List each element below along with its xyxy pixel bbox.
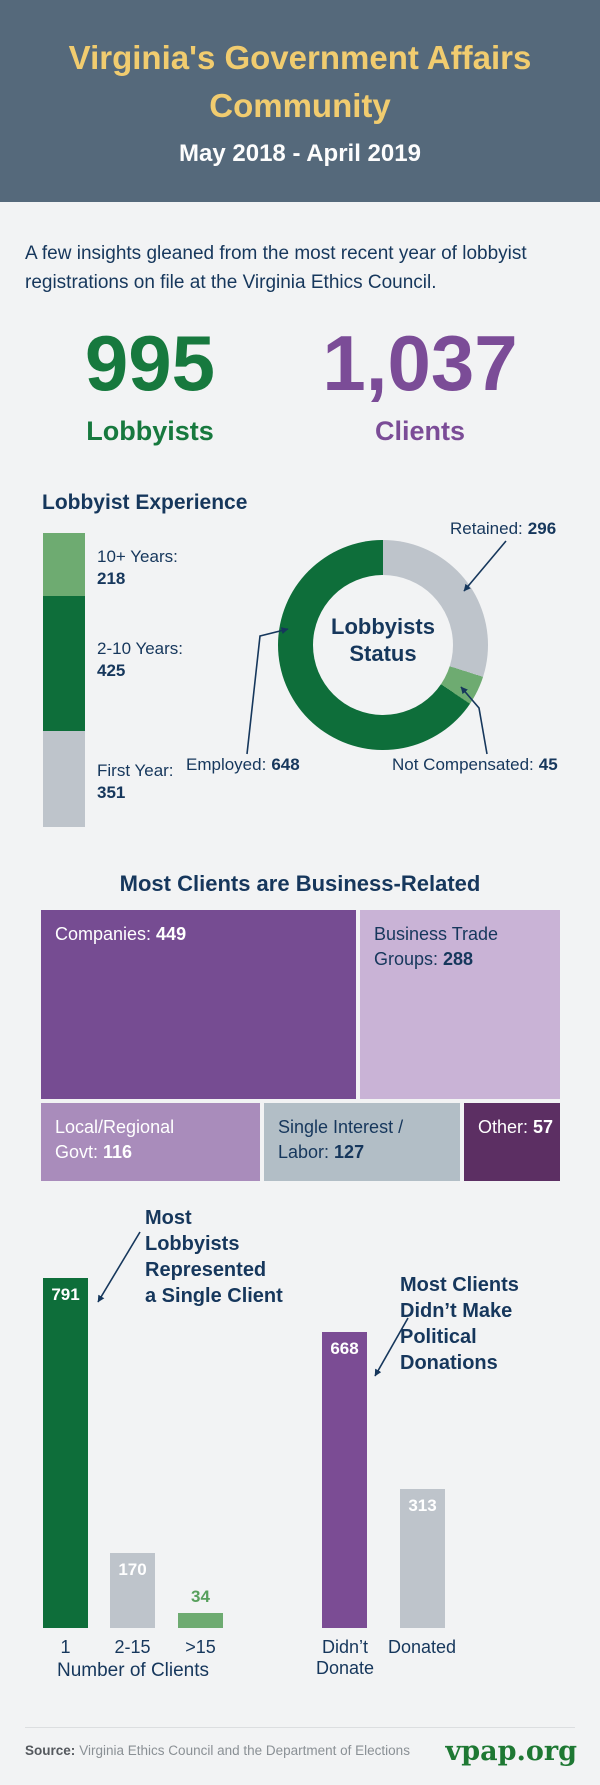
annotation-single-client-line3: Represented: [145, 1259, 267, 1281]
callout-employed-text: Employed:: [186, 755, 267, 774]
experience-bar-segment-2to10: [43, 596, 85, 731]
treemap-heading: Most Clients are Business-Related: [119, 871, 481, 896]
callout-not-compensated-text: Not Compensated:: [392, 755, 534, 774]
arrow-retained: [463, 540, 507, 592]
source-note: Source: Virginia Ethics Council and the D…: [25, 1743, 465, 1758]
annotation-donations-line4: Donations: [400, 1352, 498, 1374]
treemap-local-govt-value: 116: [103, 1142, 133, 1162]
stat-lobbyists-label: Lobbyists: [86, 416, 214, 446]
bar-clients-2to15: 170: [110, 1553, 155, 1628]
bar-didnt-donate: 668: [322, 1332, 367, 1628]
page-title-line2: Community: [209, 87, 391, 124]
experience-heading: Lobbyist Experience: [42, 491, 248, 514]
footer-divider: [25, 1727, 575, 1728]
experience-label-10plus-text: 10+ Years:: [97, 547, 178, 566]
stat-clients: 1,037 Clients: [300, 324, 540, 447]
donut-center-line1: Lobbyists: [331, 614, 435, 639]
vpap-logo[interactable]: vpap.org: [445, 1736, 577, 1767]
header-banner: Virginia's Government Affairs Community …: [0, 0, 600, 202]
annotation-single-client-line4: a Single Client: [145, 1285, 283, 1307]
treemap-companies-label: Companies:: [55, 924, 152, 944]
bar-clients-2to15-value: 170: [118, 1560, 147, 1579]
intro-paragraph: A few insights gleaned from the most rec…: [25, 243, 527, 293]
treemap-trade-groups-label: Business Trade Groups:: [374, 924, 499, 969]
experience-label-firstyear-value: 351: [97, 783, 126, 802]
callout-not-compensated: Not Compensated: 45: [392, 755, 558, 775]
axis-label-2to15: 2-15: [114, 1637, 151, 1657]
treemap-single-interest-label: Single Interest / Labor:: [278, 1117, 404, 1162]
annotation-single-client-line2: Lobbyists: [145, 1233, 240, 1255]
treemap-trade-groups-value: 288: [443, 949, 474, 969]
treemap-cell-local-govt: Local/Regional Govt: 116: [41, 1103, 260, 1181]
stat-clients-value: 1,037: [322, 319, 518, 407]
annotation-donations-line2: Didn’t Make: [400, 1300, 513, 1322]
treemap-cell-single-interest: Single Interest / Labor: 127: [264, 1103, 460, 1181]
annotation-donations: Most Clients Didn’t Make Political Donat…: [400, 1272, 519, 1376]
experience-label-2to10-text: 2-10 Years:: [97, 639, 184, 658]
bar-clients-15plus: [178, 1613, 223, 1628]
treemap-cell-trade-groups: Business Trade Groups: 288: [360, 910, 560, 1099]
status-donut-chart: Lobbyists Status: [278, 540, 488, 750]
stat-clients-label: Clients: [374, 416, 466, 446]
axis-label-1: 1: [60, 1637, 71, 1657]
page-subtitle: May 2018 - April 2019: [179, 140, 421, 167]
experience-bar-segment-firstyear: [43, 731, 85, 827]
treemap-single-interest-value: 127: [334, 1142, 365, 1162]
axis-label-didnt-donate: Didn’t Donate: [310, 1637, 380, 1679]
treemap-local-govt-label: Local/Regional Govt:: [55, 1117, 175, 1162]
arrow-single-client: [97, 1231, 141, 1303]
source-text: Virginia Ethics Council and the Departme…: [79, 1743, 410, 1758]
experience-label-2to10-value: 425: [97, 661, 126, 680]
donut-center-line2: Status: [349, 641, 417, 666]
bar-donated: 313: [400, 1489, 445, 1628]
experience-label-2to10: 2-10 Years: 425: [97, 638, 237, 682]
callout-employed-value: 648: [271, 755, 300, 774]
experience-label-firstyear-text: First Year:: [97, 761, 174, 780]
experience-label-10plus: 10+ Years: 218: [97, 546, 237, 590]
treemap-other-value: 57: [533, 1117, 554, 1137]
experience-label-firstyear: First Year: 351: [97, 760, 237, 804]
source-label: Source:: [25, 1743, 76, 1758]
axis-label-donated: Donated: [387, 1637, 457, 1657]
annotation-single-client-line1: Most: [145, 1207, 192, 1229]
axis-label-didnt: Didn’t: [321, 1637, 369, 1657]
page-title-line1: Virginia's Government Affairs: [68, 39, 532, 76]
bar-didnt-donate-value: 668: [330, 1339, 359, 1358]
annotation-donations-line1: Most Clients: [400, 1274, 519, 1296]
callout-retained-value: 296: [527, 519, 557, 538]
annotation-donations-line3: Political: [400, 1326, 477, 1348]
stat-lobbyists: 995 Lobbyists: [30, 324, 270, 447]
bar-clients-15plus-value: 34: [191, 1587, 210, 1606]
experience-label-10plus-value: 218: [97, 569, 126, 588]
axis-label-15plus: >15: [185, 1637, 216, 1657]
callout-retained: Retained: 296: [450, 519, 556, 539]
bar-donated-value: 313: [408, 1496, 437, 1515]
callout-retained-text: Retained:: [450, 519, 523, 538]
donut-hole: [313, 575, 453, 715]
annotation-single-client: Most Lobbyists Represented a Single Clie…: [145, 1205, 283, 1309]
callout-employed: Employed: 648: [186, 755, 300, 775]
axis-label-donate: Donate: [315, 1658, 375, 1678]
treemap-cell-other: Other: 57: [464, 1103, 560, 1181]
donut-center-label: Lobbyists Status: [278, 613, 488, 667]
bar-clients-1-value: 791: [51, 1285, 80, 1304]
treemap-cell-companies: Companies: 449: [41, 910, 356, 1099]
callout-not-compensated-value: 45: [538, 755, 558, 774]
page-title: Virginia's Government Affairs Community: [0, 34, 600, 130]
stat-lobbyists-value: 995: [84, 319, 216, 407]
experience-bar-segment-10plus: [43, 533, 85, 596]
bar-clients-1: 791: [43, 1278, 88, 1628]
treemap-other-label: Other:: [478, 1117, 529, 1137]
treemap-companies-value: 449: [156, 924, 187, 944]
axis-title-number-of-clients: Number of Clients: [56, 1660, 210, 1681]
